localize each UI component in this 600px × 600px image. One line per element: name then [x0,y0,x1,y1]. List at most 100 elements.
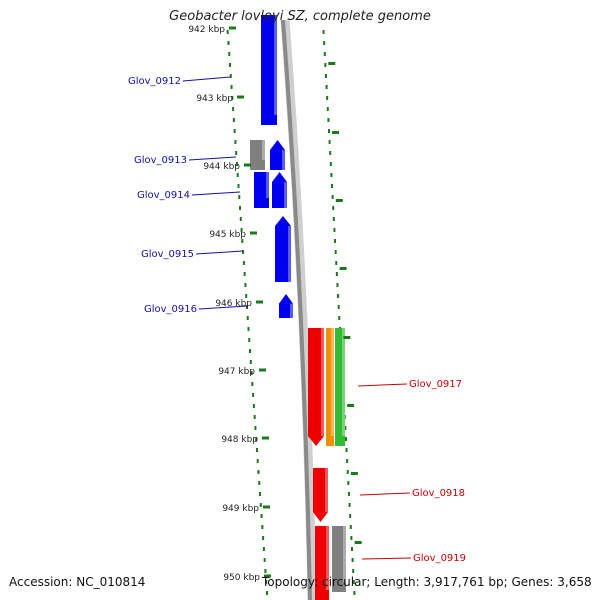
guide-dot-left [249,349,252,353]
kbp-tick-label: 949 kbp [222,504,259,514]
guide-dot-left [242,250,245,254]
genome-backbone [280,19,317,600]
guide-dot-right [335,272,338,276]
gene-glov-0918 [313,468,328,522]
gene-glov-0917-shade [321,328,324,436]
guide-dot-left [257,470,260,474]
kbp-ticks [229,26,362,578]
guide-dot-right [347,492,350,496]
guide-dot-right [323,41,326,45]
guide-dot-right [324,63,327,67]
guide-dot-left [240,228,243,232]
gene-glov-0915-shade [288,226,291,282]
guide-dot-right [324,74,327,78]
guide-dot-left [241,239,244,243]
guide-dot-right [329,162,332,166]
guide-dot-left [232,118,235,122]
gene-glov-0916 [279,294,293,318]
feature-green [335,328,345,446]
guide-dot-left [245,305,248,309]
guide-dot-left [251,382,254,386]
guide-dot-left [229,63,232,67]
kbp-tick-mark [250,231,257,235]
guide-dot-left [229,74,232,78]
gene-label-text: Glov_0918 [412,488,465,499]
kbp-tick-mark [264,574,271,578]
guide-dot-right [334,239,337,243]
guide-dot-right [347,481,350,485]
gene-label-leader [359,492,411,496]
guide-dot-left [226,30,229,34]
feature-green-shade [342,328,345,436]
gene-glov-0913-shade [282,150,285,170]
genome-stats-text: Topology: circular; Length: 3,917,761 bp… [262,575,592,589]
gene-glov-0912-shade [274,15,277,115]
gene-labels: Glov_0912 Glov_0913 Glov_0914 Glov_0915 Glov… [128,76,466,564]
guide-dot-left [239,206,242,210]
guide-dot-left [259,503,262,507]
gene-label-text: Glov_0916 [144,304,197,315]
guide-dot-right [327,129,330,133]
guide-dot-left [231,96,234,100]
gene-glov-0917 [308,328,324,446]
guide-dot-left [249,360,252,364]
guide-dot-right [325,85,328,89]
kbp-tick-mark [237,95,244,99]
guide-dot-right [331,184,334,188]
gene-glov-0914a [254,172,269,208]
guide-dot-left [254,426,257,430]
guide-dot-right [344,437,347,441]
kbp-tick-mark-right [354,541,362,544]
guide-dot-right [322,30,325,34]
guide-dot-left [255,448,258,452]
guide-dot-right [350,547,353,551]
kbp-tick-mark [244,163,251,167]
guide-dot-right [349,514,352,518]
guide-dot-right [332,217,335,221]
guide-dot-left [261,525,264,529]
guide-dot-right [352,569,355,573]
guide-dot-right [350,536,353,540]
gene-glov-0914b [272,172,287,208]
gene-label-text: Glov_0915 [141,249,194,260]
guide-dot-left [238,195,241,199]
kbp-tick-mark [256,300,263,304]
guide-dot-left [230,85,233,89]
kbp-tick-label: 946 kbp [215,299,252,309]
gene-label-leader [191,191,241,196]
guide-dot-left [258,481,261,485]
feature-orange [326,328,334,446]
kbp-tick-mark [263,505,270,509]
gene-label-text: Glov_0912 [128,76,181,87]
guide-dot-right [333,228,336,232]
gene-label-text: Glov_0919 [413,553,466,564]
guide-dot-right [328,140,331,144]
feature-grey-2-shade [343,526,346,582]
gene-glov-0919-shade [326,526,329,590]
kbp-tick-mark-right [343,336,351,339]
gene-label-leader [198,305,248,310]
kbp-tick-label: 944 kbp [203,162,240,172]
gene-label-leader [361,557,412,560]
gene-label-leader [188,156,237,161]
guide-dot-right [346,459,349,463]
gene-label-leader [182,76,231,82]
kbp-tick-mark [229,26,236,30]
gene-features [250,15,346,600]
guide-dot-right [326,107,329,111]
kbp-tick-mark-right [332,131,340,134]
guide-dot-left [259,492,262,496]
guide-dot-left [233,129,236,133]
guide-dot-left [255,437,258,441]
kbp-tick-mark-right [339,267,347,270]
guide-dot-right [338,316,341,320]
feature-grey-1-shade [262,140,265,160]
guide-dot-right [334,250,337,254]
guide-dot-right [329,151,332,155]
guide-dot-left [265,580,268,584]
gene-glov-0913 [270,140,285,170]
gene-label-leader [195,250,244,255]
guide-dot-left [250,371,253,375]
guide-dot-left [263,558,266,562]
gene-glov-0918-shade [325,468,328,512]
